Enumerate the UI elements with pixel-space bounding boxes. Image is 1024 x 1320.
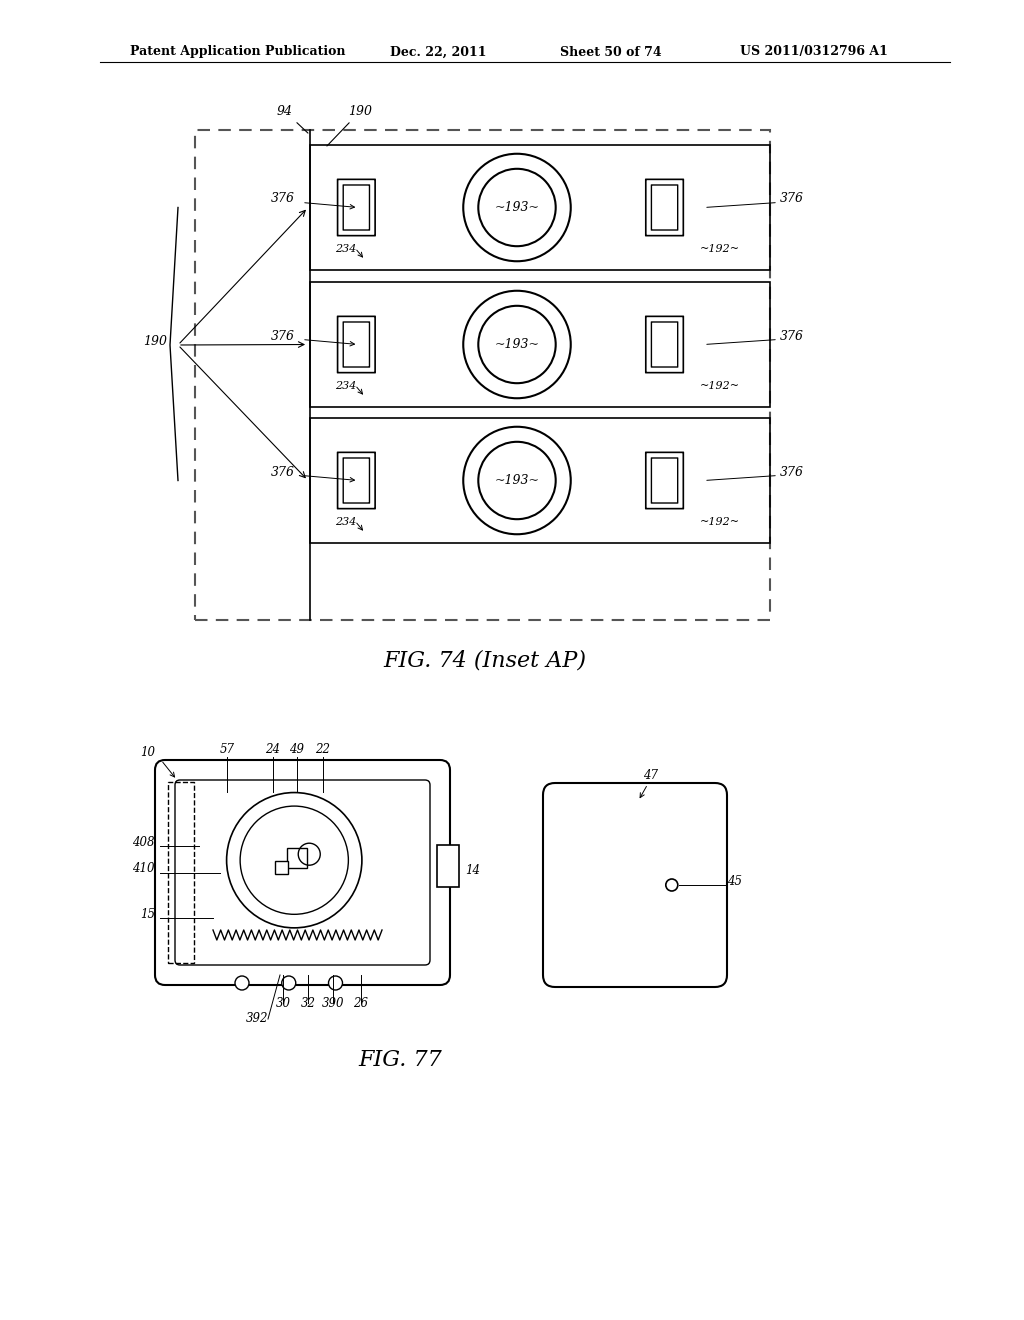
Bar xyxy=(310,418,770,543)
Text: ~193~: ~193~ xyxy=(495,201,540,214)
Bar xyxy=(437,845,459,887)
Text: 408: 408 xyxy=(132,836,155,849)
Text: 47: 47 xyxy=(643,770,658,781)
Text: 94: 94 xyxy=(278,106,308,133)
Text: 26: 26 xyxy=(353,997,369,1010)
Text: ~193~: ~193~ xyxy=(495,474,540,487)
Circle shape xyxy=(329,975,342,990)
Bar xyxy=(288,849,307,869)
Text: ~192~: ~192~ xyxy=(699,381,740,391)
Circle shape xyxy=(234,975,249,990)
Text: 376: 376 xyxy=(780,330,804,342)
Text: FIG. 77: FIG. 77 xyxy=(358,1049,442,1071)
Text: 45: 45 xyxy=(727,875,742,888)
Text: Dec. 22, 2011: Dec. 22, 2011 xyxy=(390,45,486,58)
Circle shape xyxy=(282,975,296,990)
Text: 392: 392 xyxy=(246,1012,268,1026)
Text: 234: 234 xyxy=(335,517,356,527)
Bar xyxy=(195,129,770,620)
Text: ~193~: ~193~ xyxy=(495,338,540,351)
Text: 24: 24 xyxy=(265,743,281,756)
Text: 376: 376 xyxy=(271,330,295,342)
Text: 10: 10 xyxy=(140,746,155,759)
Text: 376: 376 xyxy=(780,466,804,479)
Bar xyxy=(168,781,194,964)
Text: 376: 376 xyxy=(780,193,804,206)
Text: 14: 14 xyxy=(465,865,480,878)
Circle shape xyxy=(666,879,678,891)
Text: 390: 390 xyxy=(322,997,344,1010)
Bar xyxy=(310,145,770,271)
Text: 376: 376 xyxy=(271,466,295,479)
Text: US 2011/0312796 A1: US 2011/0312796 A1 xyxy=(740,45,888,58)
Text: 15: 15 xyxy=(140,908,155,920)
Text: 22: 22 xyxy=(315,743,331,756)
Text: ~192~: ~192~ xyxy=(699,244,740,253)
Text: 376: 376 xyxy=(271,193,295,206)
Text: 32: 32 xyxy=(300,997,315,1010)
Text: 57: 57 xyxy=(219,743,234,756)
Text: 410: 410 xyxy=(132,862,155,875)
Text: ~192~: ~192~ xyxy=(699,517,740,527)
Text: 49: 49 xyxy=(290,743,304,756)
Text: 190: 190 xyxy=(143,335,167,348)
Text: FIG. 74 (Inset AP): FIG. 74 (Inset AP) xyxy=(384,649,587,671)
Text: 234: 234 xyxy=(335,244,356,253)
Text: 30: 30 xyxy=(275,997,291,1010)
Bar xyxy=(310,282,770,407)
Bar xyxy=(275,861,288,874)
Text: Sheet 50 of 74: Sheet 50 of 74 xyxy=(560,45,662,58)
Text: Patent Application Publication: Patent Application Publication xyxy=(130,45,345,58)
Text: 234: 234 xyxy=(335,381,356,391)
Text: 190: 190 xyxy=(327,106,372,147)
